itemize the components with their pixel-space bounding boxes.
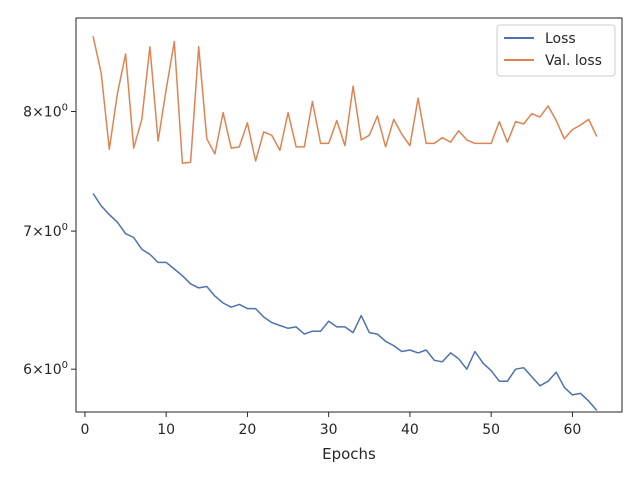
x-tick-label: 20 bbox=[239, 422, 257, 438]
series-line-val-loss bbox=[92, 36, 598, 165]
x-axis-title: Epochs bbox=[322, 445, 376, 463]
legend: Loss Val. loss bbox=[496, 24, 616, 77]
legend-label-loss: Loss bbox=[545, 31, 576, 47]
y-tick-label: 6×100 bbox=[23, 360, 68, 378]
y-tick-label: 7×100 bbox=[23, 222, 68, 240]
x-tick-label: 0 bbox=[80, 422, 89, 438]
x-tick-label: 60 bbox=[564, 422, 582, 438]
y-tick-label: 8×100 bbox=[23, 102, 68, 120]
x-tick-label: 40 bbox=[401, 422, 419, 438]
x-axis-ticks: 0 10 20 30 40 50 60 bbox=[80, 412, 581, 438]
y-axis-ticks: 6×100 7×100 8×100 bbox=[23, 102, 76, 378]
x-tick-label: 10 bbox=[157, 422, 175, 438]
x-tick-label: 30 bbox=[320, 422, 338, 438]
series-line-loss bbox=[92, 193, 598, 411]
series-layer bbox=[92, 36, 598, 411]
x-tick-label: 50 bbox=[482, 422, 500, 438]
plot-frame bbox=[75, 17, 623, 413]
legend-label-val-loss: Val. loss bbox=[545, 53, 602, 69]
